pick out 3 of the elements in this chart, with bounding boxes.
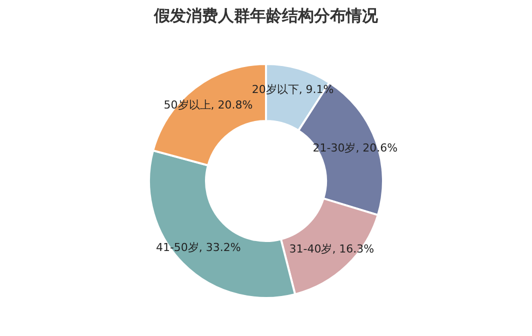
slice-label: 31-40岁, 16.3% [289,242,374,256]
chart-title: 假发消费人群年龄结构分布情况 [153,6,379,25]
slice-label: 50岁以上, 20.8% [164,98,253,112]
